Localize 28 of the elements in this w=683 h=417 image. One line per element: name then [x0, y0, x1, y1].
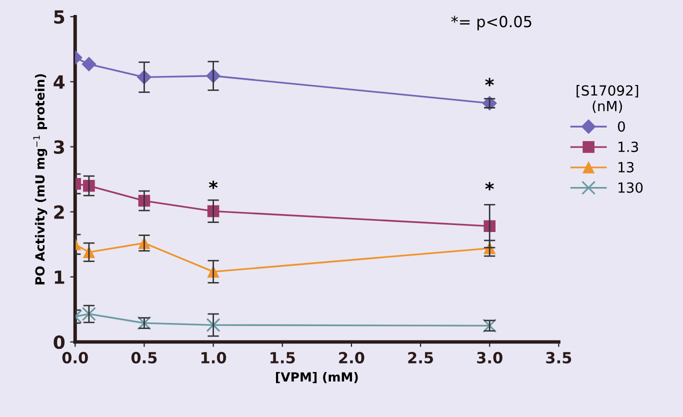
- x-tick-label: 3.0: [477, 352, 502, 364]
- legend-label: 130: [618, 182, 643, 193]
- legend-label: 0: [618, 121, 625, 132]
- x-tick-label: 2.5: [408, 352, 433, 364]
- legend-label: 13: [618, 162, 634, 172]
- y-tick-label: 5: [54, 10, 64, 24]
- legend-title: [S17092] (nM): [576, 85, 638, 113]
- annotation: *= p<0.05: [451, 16, 532, 30]
- x-tick-label: 0.0: [62, 352, 88, 364]
- x-tick-label: 2.0: [339, 352, 364, 364]
- y-axis-title: PO Activity (mU mg$^{−1}$ protein): [33, 74, 48, 284]
- annotation: *: [208, 180, 218, 190]
- point: [206, 318, 220, 332]
- x-tick-label: 1.5: [270, 352, 295, 364]
- x-tick-label: 3.5: [546, 352, 572, 364]
- point: [83, 180, 95, 192]
- point: [82, 56, 96, 72]
- legend-label: 1.3: [618, 142, 638, 152]
- y-tick-label: 4: [54, 75, 65, 89]
- annotation: *: [485, 78, 494, 86]
- y-tick-label: 2: [54, 205, 64, 219]
- y-tick-label: 0: [54, 335, 65, 350]
- annotation: *: [485, 182, 494, 190]
- y-tick-label: 1: [54, 270, 64, 284]
- x-tick-label: 0.5: [131, 352, 157, 364]
- y-tick-label: 3: [54, 140, 64, 154]
- x-axis-title: [VPM] (mM): [276, 372, 358, 384]
- x-tick-label: 1.0: [201, 352, 226, 364]
